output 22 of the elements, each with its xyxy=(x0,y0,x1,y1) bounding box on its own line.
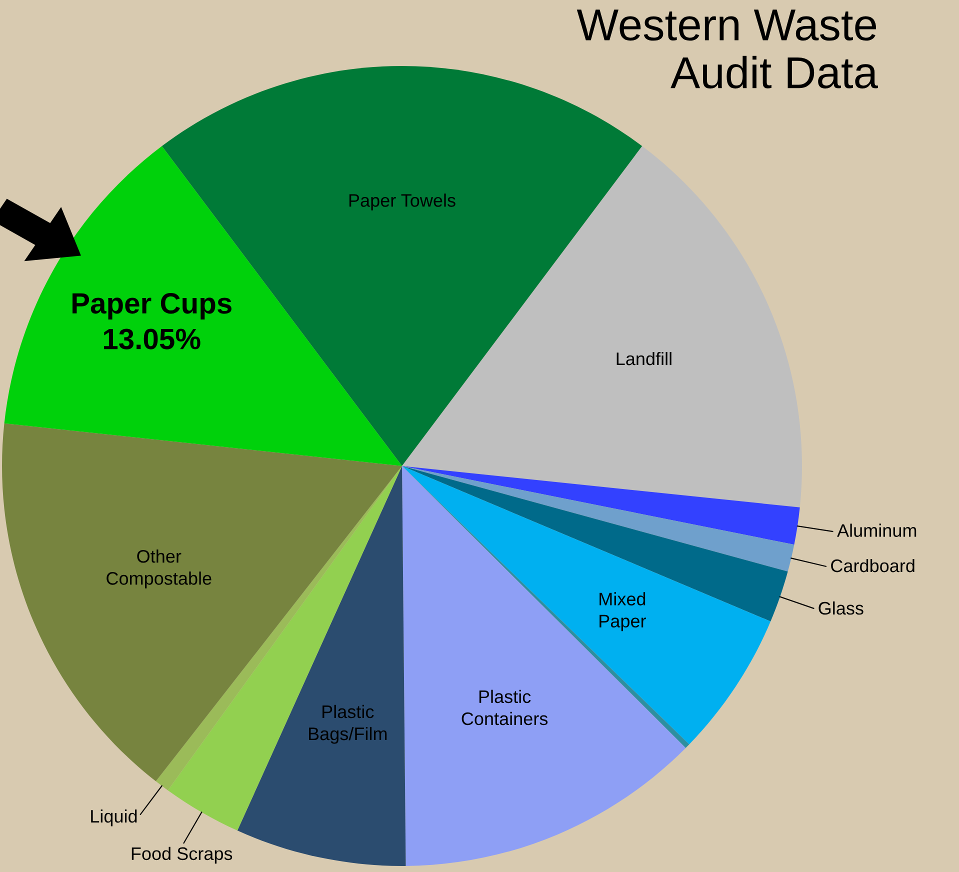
slice-label: Paper Towels xyxy=(349,194,456,210)
slice-label: Plastic Bags/Film xyxy=(309,704,387,744)
pie-slice xyxy=(402,466,686,866)
slice-label: Mixed Paper xyxy=(600,592,646,632)
pie-slice xyxy=(2,423,402,782)
slice-label: Other Compostable xyxy=(106,549,212,588)
slice-label: Glass xyxy=(818,601,864,615)
slice-label: Cardboard xyxy=(831,558,914,572)
pie-slice xyxy=(402,466,800,545)
slice-label: Plastic Containers xyxy=(462,690,548,726)
pie-slice xyxy=(237,466,406,866)
slice-label: Paper Cups xyxy=(72,293,232,320)
slice-label: Landfill xyxy=(616,352,672,366)
pie-slice xyxy=(402,146,802,508)
slice-label: Aluminum xyxy=(837,524,916,537)
pie-slice xyxy=(4,146,402,466)
chart-title: Western Waste Audit Data xyxy=(576,10,878,89)
data-label: 13.05% xyxy=(104,328,200,350)
slice-label: Liquid xyxy=(91,809,137,826)
pie-slice xyxy=(402,466,771,744)
pie-slice xyxy=(402,466,794,572)
slice-label: Food Scraps xyxy=(132,846,232,864)
